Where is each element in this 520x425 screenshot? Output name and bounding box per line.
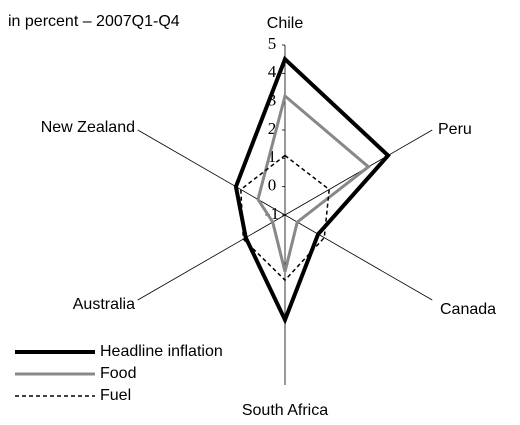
- axis-line: [284, 129, 433, 216]
- axis-line: [137, 214, 286, 301]
- axis-label: Chile: [267, 15, 304, 32]
- tick: 2: [268, 119, 277, 138]
- axis-label: Australia: [73, 296, 135, 313]
- legend-label: Food: [100, 365, 136, 382]
- series-line: [233, 55, 391, 325]
- tick: 4: [268, 62, 277, 81]
- series-line: [240, 154, 330, 282]
- axis-line: [284, 214, 433, 301]
- chart-subtitle: in percent – 2007Q1-Q4: [8, 13, 180, 30]
- tick: 0: [268, 176, 277, 195]
- axis-label: Peru: [438, 121, 472, 138]
- legend-label: Headline inflation: [100, 343, 223, 360]
- axis-label: South Africa: [242, 402, 328, 419]
- tick: 3: [268, 91, 277, 110]
- tick: 5: [268, 34, 277, 53]
- series-line: [256, 93, 371, 273]
- axis-label: Canada: [440, 301, 496, 318]
- axis-line: [137, 129, 286, 216]
- axis-label: New Zealand: [41, 119, 135, 136]
- tick: 1: [268, 147, 277, 166]
- legend-label: Fuel: [100, 387, 131, 404]
